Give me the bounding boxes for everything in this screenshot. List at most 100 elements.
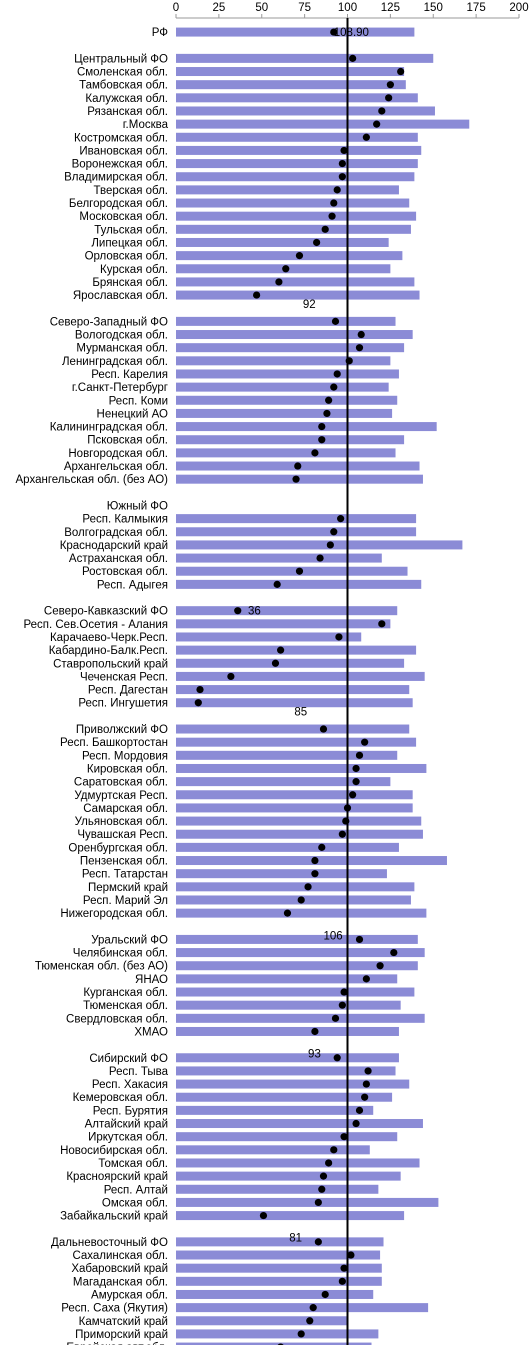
bar bbox=[176, 1303, 429, 1313]
annotation-label: 81 bbox=[289, 1233, 302, 1245]
dot-point bbox=[337, 515, 345, 523]
row-label: Северо-Западный ФО bbox=[50, 316, 168, 328]
dot-point bbox=[259, 1211, 268, 1220]
dot-point bbox=[325, 1159, 333, 1167]
dot-point bbox=[338, 159, 346, 168]
bar bbox=[176, 1276, 382, 1286]
row-label: Краснодарский край bbox=[60, 540, 168, 552]
dot-point bbox=[304, 883, 312, 891]
dot-point bbox=[347, 1251, 355, 1259]
row-label: Омская обл. bbox=[102, 1197, 168, 1209]
bar bbox=[176, 566, 408, 576]
row-label: Красноярский край bbox=[66, 1171, 168, 1183]
bar bbox=[176, 671, 425, 681]
bar bbox=[176, 803, 413, 813]
row-label: Новгородская обл. bbox=[68, 448, 168, 460]
row-label: Тюменская обл. (без АО) bbox=[35, 961, 168, 973]
row-label: Респ. Саха (Якутия) bbox=[61, 1303, 168, 1315]
bar bbox=[176, 908, 427, 918]
dot-point bbox=[318, 843, 326, 851]
row-label: Липецкая обл. bbox=[91, 237, 168, 249]
row-label: Томская обл. bbox=[98, 1158, 168, 1170]
row-label: Респ. Сев.Осетия - Алания bbox=[23, 619, 168, 631]
dot-point bbox=[282, 265, 290, 273]
dot-point bbox=[364, 1067, 372, 1075]
bar bbox=[176, 579, 422, 589]
dot-point bbox=[311, 449, 319, 457]
x-tick-label: 50 bbox=[255, 2, 268, 14]
bar bbox=[176, 1026, 399, 1036]
dot-point bbox=[357, 330, 365, 339]
row-label: Амурская обл. bbox=[91, 1289, 168, 1301]
row-label: Приволжский ФО bbox=[76, 724, 168, 736]
bar bbox=[176, 948, 425, 958]
bar bbox=[176, 1132, 398, 1142]
bar bbox=[176, 290, 420, 300]
dot-point bbox=[355, 751, 364, 759]
dot-point bbox=[349, 791, 357, 799]
row-label: ЯНАО bbox=[135, 974, 168, 986]
bar bbox=[176, 435, 405, 445]
dot-point bbox=[306, 1317, 314, 1325]
dot-point bbox=[273, 580, 281, 588]
dot-point bbox=[330, 28, 338, 36]
bar bbox=[176, 172, 415, 182]
dot-point bbox=[378, 107, 386, 115]
bar bbox=[176, 606, 398, 616]
bar bbox=[176, 540, 463, 550]
row-label: Кабардино-Балк.Респ. bbox=[49, 645, 168, 657]
bar bbox=[176, 422, 437, 432]
bar bbox=[176, 987, 415, 997]
dot-point bbox=[283, 909, 292, 917]
row-label: Хабаровский край bbox=[71, 1263, 168, 1275]
bar bbox=[176, 1211, 405, 1221]
row-label: Ярославская обл. bbox=[73, 290, 168, 302]
row-label: Сахалинская обл. bbox=[72, 1250, 168, 1262]
row-label: Респ. Татарстан bbox=[82, 869, 168, 881]
dot-point bbox=[338, 1001, 346, 1009]
bar bbox=[176, 685, 410, 695]
row-label: Респ. Башкортостан bbox=[60, 737, 168, 749]
bar bbox=[176, 185, 399, 195]
x-tick-label: 0 bbox=[173, 2, 179, 14]
dot-point bbox=[378, 620, 386, 628]
row-label: Нижегородская обл. bbox=[60, 908, 168, 920]
bar bbox=[176, 842, 399, 852]
bar bbox=[176, 1197, 439, 1207]
dot-point bbox=[340, 1264, 348, 1272]
dot-point bbox=[313, 238, 321, 247]
bar bbox=[176, 343, 405, 353]
bar bbox=[176, 224, 411, 234]
bar bbox=[176, 869, 387, 879]
x-tick-label: 75 bbox=[298, 2, 311, 14]
row-label: Респ. Мордовия bbox=[82, 750, 168, 762]
bar bbox=[176, 1329, 379, 1339]
dot-point bbox=[342, 817, 350, 825]
bar bbox=[176, 119, 470, 129]
bar bbox=[176, 1263, 382, 1273]
dot-point bbox=[333, 370, 341, 378]
dot-point bbox=[333, 186, 341, 194]
row-label: Ивановская обл. bbox=[79, 145, 168, 157]
row-label: Новосибирская обл. bbox=[60, 1145, 168, 1157]
dot-point bbox=[330, 528, 338, 536]
bar bbox=[176, 1000, 401, 1010]
row-label: Респ. Алтай bbox=[104, 1184, 168, 1196]
dot-point bbox=[292, 475, 300, 483]
bar bbox=[176, 1119, 423, 1129]
bar bbox=[176, 132, 418, 142]
bar bbox=[176, 1158, 420, 1168]
bar bbox=[176, 198, 410, 208]
dot-point bbox=[362, 133, 370, 141]
row-label: Астраханская обл. bbox=[69, 553, 168, 565]
row-label: Самарская обл. bbox=[83, 803, 168, 815]
row-label: Тульская обл. bbox=[94, 224, 168, 236]
bar bbox=[176, 106, 435, 116]
dot-point bbox=[271, 659, 280, 667]
row-label: Кемеровская обл. bbox=[73, 1092, 168, 1104]
dot-point bbox=[227, 672, 235, 681]
dot-point bbox=[311, 870, 319, 878]
bar bbox=[176, 724, 410, 734]
bar bbox=[176, 1013, 425, 1023]
row-label: Курганская обл. bbox=[83, 987, 168, 999]
